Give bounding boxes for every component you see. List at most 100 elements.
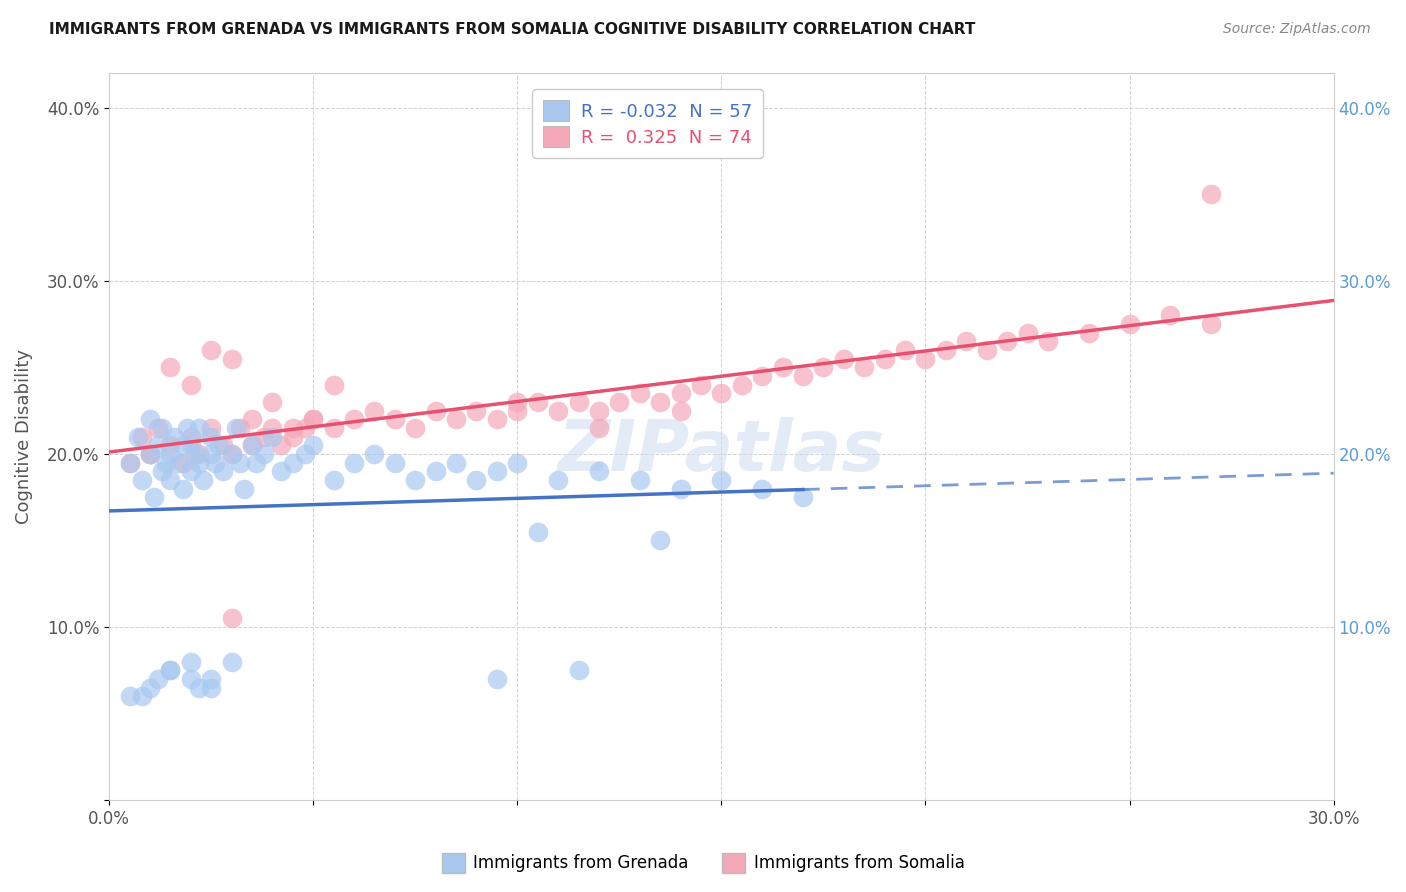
Point — [131, 690, 153, 704]
Point — [935, 343, 957, 357]
Point — [322, 421, 344, 435]
Point — [253, 447, 276, 461]
Point — [628, 473, 651, 487]
Point — [191, 473, 214, 487]
Point — [118, 690, 141, 704]
Point — [180, 377, 202, 392]
Point — [187, 421, 209, 435]
Point — [155, 456, 177, 470]
Point — [547, 403, 569, 417]
Point — [485, 672, 508, 686]
Point — [751, 369, 773, 384]
Point — [1159, 309, 1181, 323]
Point — [526, 524, 548, 539]
Legend: R = -0.032  N = 57, R =  0.325  N = 74: R = -0.032 N = 57, R = 0.325 N = 74 — [533, 89, 763, 158]
Point — [281, 456, 304, 470]
Point — [669, 482, 692, 496]
Point — [172, 482, 194, 496]
Point — [650, 395, 672, 409]
Point — [547, 473, 569, 487]
Point — [200, 681, 222, 695]
Point — [240, 438, 263, 452]
Point — [792, 369, 814, 384]
Point — [131, 429, 153, 443]
Point — [976, 343, 998, 357]
Point — [363, 447, 385, 461]
Point — [159, 360, 181, 375]
Point — [628, 386, 651, 401]
Point — [588, 464, 610, 478]
Point — [221, 611, 243, 625]
Point — [118, 456, 141, 470]
Point — [465, 473, 488, 487]
Point — [322, 473, 344, 487]
Point — [506, 395, 529, 409]
Point — [159, 664, 181, 678]
Point — [167, 456, 190, 470]
Point — [150, 421, 173, 435]
Point — [127, 429, 149, 443]
Point — [894, 343, 917, 357]
Point — [221, 351, 243, 366]
Point — [187, 447, 209, 461]
Point — [792, 490, 814, 504]
Point — [1199, 187, 1222, 202]
Point — [245, 456, 267, 470]
Point — [567, 395, 589, 409]
Point — [131, 473, 153, 487]
Point — [229, 421, 252, 435]
Point — [172, 456, 194, 470]
Point — [669, 386, 692, 401]
Point — [873, 351, 896, 366]
Point — [294, 421, 316, 435]
Point — [187, 681, 209, 695]
Point — [200, 429, 222, 443]
Point — [384, 412, 406, 426]
Point — [200, 447, 222, 461]
Point — [208, 438, 231, 452]
Point — [221, 447, 243, 461]
Point — [710, 473, 733, 487]
Point — [485, 412, 508, 426]
Point — [506, 403, 529, 417]
Point — [146, 421, 169, 435]
Point — [832, 351, 855, 366]
Point — [270, 438, 292, 452]
Point — [176, 421, 198, 435]
Point — [384, 456, 406, 470]
Point — [240, 412, 263, 426]
Point — [180, 464, 202, 478]
Point — [262, 395, 284, 409]
Point — [772, 360, 794, 375]
Point — [180, 429, 202, 443]
Point — [232, 482, 254, 496]
Point — [159, 438, 181, 452]
Point — [270, 464, 292, 478]
Y-axis label: Cognitive Disability: Cognitive Disability — [15, 349, 32, 524]
Text: ZIPatlas: ZIPatlas — [558, 417, 884, 485]
Point — [485, 464, 508, 478]
Point — [212, 438, 235, 452]
Point — [343, 412, 366, 426]
Point — [363, 403, 385, 417]
Point — [425, 464, 447, 478]
Point — [302, 412, 325, 426]
Point — [1118, 317, 1140, 331]
Point — [425, 403, 447, 417]
Point — [343, 456, 366, 470]
Point — [1077, 326, 1099, 340]
Point — [731, 377, 754, 392]
Point — [139, 447, 162, 461]
Point — [225, 421, 247, 435]
Point — [262, 421, 284, 435]
Point — [1036, 334, 1059, 349]
Point — [180, 672, 202, 686]
Point — [588, 403, 610, 417]
Point — [204, 456, 226, 470]
Point — [650, 533, 672, 548]
Point — [444, 412, 467, 426]
Point — [143, 490, 166, 504]
Point — [159, 447, 181, 461]
Point — [995, 334, 1018, 349]
Point — [690, 377, 713, 392]
